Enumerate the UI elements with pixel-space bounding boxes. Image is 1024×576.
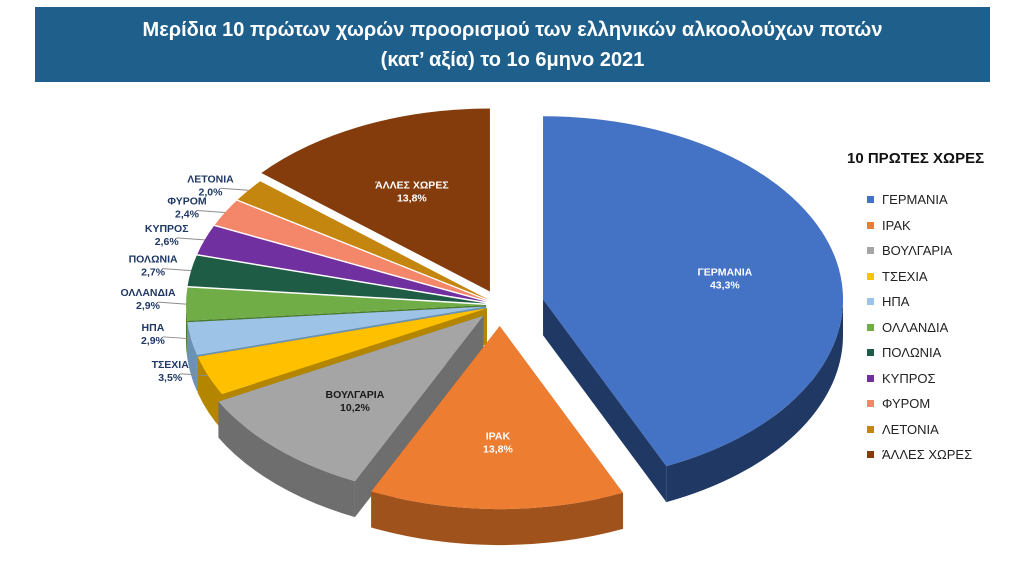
slice-side-3 (218, 401, 355, 518)
slice-side-6 (186, 304, 188, 357)
legend-swatch (867, 400, 874, 408)
pie-slice-ΠΟΛΩΝΙΑ (187, 255, 487, 304)
legend-item-3: ΒΟΥΛΓΑΡΙΑ (867, 238, 1020, 264)
pie-slice-ΚΥΠΡΟΣ (197, 226, 487, 303)
legend-swatch (867, 272, 874, 280)
leader-line-5 (162, 336, 191, 340)
legend-label: ΠΟΛΩΝΙΑ (882, 345, 942, 361)
data-label-value: 2,9% (141, 335, 166, 347)
data-label-10: ΛΕΤΟΝΙΑ 2,0% (187, 173, 234, 198)
data-label-name: ΤΣΕΧΙΑ (152, 359, 190, 371)
pie-slice-ΤΣΕΧΙΑ (197, 308, 487, 395)
legend-item-5: ΗΠΑ (867, 289, 1020, 315)
data-label-value: 10,2% (340, 402, 370, 414)
data-label-5: ΗΠΑ 2,9% (141, 322, 166, 347)
legend-swatch (867, 425, 874, 433)
data-label-name: ΠΟΛΩΝΙΑ (129, 254, 178, 266)
leader-line-8 (176, 237, 205, 241)
legend: 10 ΠΡΩΤΕΣ ΧΩΡΕΣ ΓΕΡΜΑΝΙΑ ΙΡΑΚ ΒΟΥΛΓΑΡΙΑ ΤΣΕ… (845, 150, 1020, 468)
legend-item-8: ΚΥΠΡΟΣ (867, 366, 1020, 392)
legend-label: ΙΡΑΚ (882, 217, 911, 233)
data-label-name: ΦΥΡΟΜ (167, 195, 207, 207)
pie-slice-ΟΛΛΑΝΔΙΑ (186, 287, 487, 321)
legend-label: ΦΥΡΟΜ (882, 396, 931, 412)
data-label-value: 2,7% (141, 267, 166, 279)
data-label-1: ΓΕΡΜΑΝΙΑ 43,3% (697, 266, 752, 291)
legend-label: ΛΕΤΟΝΙΑ (882, 421, 939, 437)
data-label-value: 3,5% (158, 372, 183, 384)
chart-title-banner: Μερίδια 10 πρώτων χωρών προορισμού των ε… (35, 7, 990, 82)
legend-swatch (867, 451, 874, 459)
legend-swatch (867, 247, 874, 255)
legend-item-7: ΠΟΛΩΝΙΑ (867, 340, 1020, 366)
legend-item-2: ΙΡΑΚ (867, 213, 1020, 239)
leader-line-9 (196, 209, 226, 213)
data-label-9: ΦΥΡΟΜ 2,4% (167, 195, 207, 220)
data-label-value: 43,3% (710, 279, 740, 291)
data-label-name: ΆΛΛΕΣ ΧΩΡΕΣ (375, 180, 449, 192)
data-label-name: ΚΥΠΡΟΣ (145, 223, 189, 235)
data-label-8: ΚΥΠΡΟΣ 2,6% (145, 223, 189, 248)
legend-swatch (867, 349, 874, 357)
legend-label: ΤΣΕΧΙΑ (882, 268, 928, 284)
data-label-name: ΛΕΤΟΝΙΑ (187, 173, 234, 185)
slice-side-2 (371, 491, 624, 546)
data-label-value: 2,9% (136, 300, 161, 312)
data-label-2: ΙΡΑΚ 13,8% (483, 431, 513, 456)
pie-data-labels: ΓΕΡΜΑΝΙΑ 43,3%ΙΡΑΚ 13,8%ΒΟΥΛΓΑΡΙΑ 10,2%ΤΣΕΧ… (120, 173, 752, 455)
leader-line-10 (220, 187, 249, 191)
legend-swatch (867, 298, 874, 306)
data-label-7: ΠΟΛΩΝΙΑ 2,7% (129, 254, 178, 279)
legend-swatch (867, 196, 874, 204)
legend-label: ΓΕΡΜΑΝΙΑ (882, 192, 948, 208)
pie-slice-ΗΠΑ (187, 306, 487, 356)
pie-top-faces (186, 108, 844, 510)
data-label-4: ΤΣΕΧΙΑ 3,5% (152, 359, 190, 384)
legend-label: ΆΛΛΕΣ ΧΩΡΕΣ (882, 447, 973, 463)
chart-title-line-1: Μερίδια 10 πρώτων χωρών προορισμού των ε… (142, 18, 883, 41)
legend-item-11: ΆΛΛΕΣ ΧΩΡΕΣ (867, 442, 1020, 468)
legend-item-1: ΓΕΡΜΑΝΙΑ (867, 187, 1020, 213)
pie-slice-ΙΡΑΚ (371, 326, 624, 510)
legend-title: 10 ΠΡΩΤΕΣ ΧΩΡΕΣ (847, 150, 985, 167)
legend-label: ΒΟΥΛΓΑΡΙΑ (882, 243, 953, 259)
leader-line-4 (180, 373, 209, 377)
legend-item-10: ΛΕΤΟΝΙΑ (867, 417, 1020, 443)
legend-label: ΟΛΛΑΝΔΙΑ (882, 319, 949, 335)
data-label-value: 2,4% (175, 208, 200, 220)
pie-slice-ΆΛΛΕΣ ΧΩΡΕΣ (261, 108, 490, 292)
chart-title-line-2: (κατ’ αξία) το 1ο 6μηνο 2021 (380, 48, 645, 71)
slice-side-1 (666, 299, 844, 503)
data-label-value: 13,8% (483, 444, 513, 456)
data-label-name: ΗΠΑ (142, 322, 165, 334)
legend-swatch (867, 374, 874, 382)
slice-cut-3-0 (354, 315, 484, 518)
data-label-name: ΟΛΛΑΝΔΙΑ (120, 287, 176, 299)
data-label-value: 2,0% (199, 186, 224, 198)
data-label-11: ΆΛΛΕΣ ΧΩΡΕΣ 13,8% (375, 180, 449, 205)
legend-item-9: ΦΥΡΟΜ (867, 391, 1020, 417)
data-label-name: ΒΟΥΛΓΑΡΙΑ (326, 389, 385, 401)
data-label-value: 2,6% (155, 236, 180, 248)
data-label-3: ΒΟΥΛΓΑΡΙΑ 10,2% (326, 389, 385, 414)
leader-line-7 (163, 268, 192, 272)
legend-item-4: ΤΣΕΧΙΑ (867, 264, 1020, 290)
slice-cut-1-1 (543, 299, 667, 503)
data-label-name: ΓΕΡΜΑΝΙΑ (697, 266, 752, 278)
data-label-name: ΙΡΑΚ (486, 431, 511, 443)
pie-slice-ΦΥΡΟΜ (214, 200, 488, 301)
legend-item-6: ΟΛΛΑΝΔΙΑ (867, 315, 1020, 341)
data-label-value: 13,8% (397, 193, 427, 205)
pie-slice-ΓΕΡΜΑΝΙΑ (543, 116, 844, 467)
legend-swatch (867, 323, 874, 331)
legend-label: ΗΠΑ (882, 294, 910, 310)
pie-slice-ΛΕΤΟΝΙΑ (237, 181, 489, 300)
leader-line-6 (157, 301, 187, 305)
data-label-6: ΟΛΛΑΝΔΙΑ 2,9% (120, 287, 176, 312)
legend-label: ΚΥΠΡΟΣ (882, 370, 936, 386)
pie-slice-ΒΟΥΛΓΑΡΙΑ (218, 315, 484, 482)
legend-swatch (867, 221, 874, 229)
legend-items: ΓΕΡΜΑΝΙΑ ΙΡΑΚ ΒΟΥΛΓΑΡΙΑ ΤΣΕΧΙΑ ΗΠΑ ΟΛΛΑΝΔΙΑ ΠΟ… (845, 187, 1020, 468)
